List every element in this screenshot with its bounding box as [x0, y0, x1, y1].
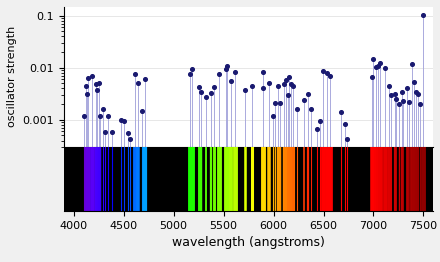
Point: [284, 93, 291, 97]
Point: [93, 82, 100, 86]
Point: [398, 89, 405, 94]
Point: [259, 70, 266, 74]
Point: [139, 108, 146, 113]
Point: [134, 81, 141, 85]
Point: [207, 91, 214, 95]
Point: [406, 100, 413, 104]
Point: [314, 127, 321, 131]
Point: [216, 72, 223, 76]
Point: [94, 88, 101, 92]
Point: [305, 91, 312, 96]
X-axis label: wavelength (angstroms): wavelength (angstroms): [172, 236, 325, 249]
Point: [211, 85, 218, 90]
Point: [414, 91, 422, 96]
Point: [84, 91, 91, 96]
Point: [117, 118, 125, 122]
Point: [381, 66, 388, 70]
Point: [187, 72, 194, 76]
Point: [269, 114, 276, 118]
Point: [203, 95, 210, 100]
Point: [97, 114, 104, 118]
Point: [342, 122, 349, 126]
Point: [99, 107, 106, 111]
Point: [275, 84, 282, 89]
Point: [231, 70, 238, 74]
Point: [195, 85, 202, 90]
Point: [82, 84, 89, 88]
Point: [395, 102, 402, 106]
Point: [95, 81, 102, 85]
Point: [287, 82, 294, 86]
Point: [125, 131, 132, 135]
Point: [188, 67, 195, 71]
Point: [104, 114, 111, 118]
Point: [326, 74, 333, 79]
Point: [271, 101, 279, 105]
Point: [266, 81, 273, 85]
Point: [84, 76, 92, 80]
Point: [392, 97, 400, 101]
Point: [142, 77, 149, 81]
Point: [280, 82, 287, 86]
Point: [121, 119, 128, 123]
Point: [276, 101, 283, 105]
Y-axis label: oscillator strength: oscillator strength: [7, 26, 17, 127]
Point: [388, 93, 395, 97]
Point: [300, 98, 307, 102]
Point: [289, 84, 296, 88]
Point: [372, 64, 379, 69]
Point: [307, 107, 314, 111]
Point: [374, 63, 381, 68]
Point: [248, 84, 255, 89]
Point: [377, 61, 384, 66]
Point: [81, 114, 88, 118]
Point: [368, 75, 375, 79]
Point: [316, 118, 323, 123]
Point: [338, 110, 345, 114]
Point: [319, 69, 326, 73]
Point: [282, 78, 289, 82]
Point: [293, 107, 300, 111]
Point: [370, 57, 377, 61]
Point: [223, 67, 230, 71]
Point: [385, 84, 392, 89]
Point: [101, 130, 108, 134]
Point: [420, 13, 427, 17]
Point: [227, 79, 235, 83]
Point: [286, 75, 293, 79]
Point: [260, 86, 267, 90]
Point: [323, 71, 330, 75]
Point: [343, 137, 350, 141]
Point: [392, 91, 399, 96]
Point: [224, 64, 231, 69]
Point: [412, 90, 419, 94]
Point: [197, 89, 204, 94]
Point: [408, 62, 415, 66]
Point: [403, 86, 410, 91]
Point: [411, 80, 418, 84]
Point: [400, 99, 407, 103]
Point: [127, 137, 134, 141]
Point: [417, 102, 424, 106]
Point: [88, 74, 95, 78]
Point: [131, 72, 138, 76]
Point: [241, 88, 248, 92]
Point: [109, 130, 116, 134]
